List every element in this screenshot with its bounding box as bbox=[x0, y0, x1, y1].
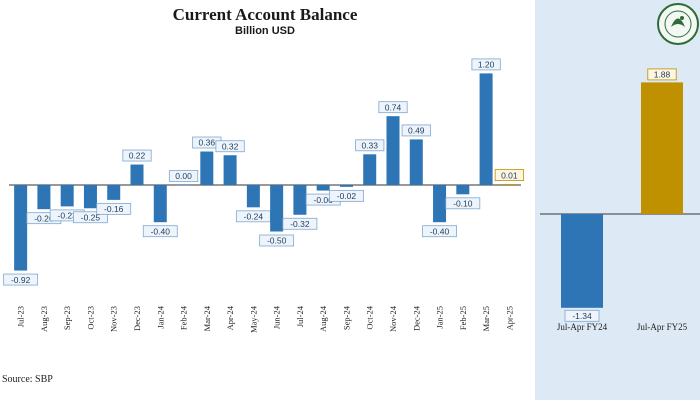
data-label-Apr-25-box bbox=[494, 169, 524, 181]
summary-data-label-fy25: 1.88 bbox=[654, 70, 671, 80]
bar-Feb-24 bbox=[177, 185, 191, 186]
data-label-Oct-23: -0.25 bbox=[81, 212, 101, 222]
summary-bar-fy24 bbox=[561, 214, 603, 308]
bar-Dec-23 bbox=[130, 164, 144, 185]
tick-label-Mar-24: Mar-24 bbox=[202, 305, 212, 331]
data-label-Mar-24: 0.36 bbox=[199, 138, 216, 148]
data-label-Sep-23: -0.23 bbox=[57, 211, 77, 221]
data-label-May-24: -0.24 bbox=[244, 212, 264, 222]
data-label-Jan-24-box bbox=[142, 225, 178, 238]
bar-Apr-25 bbox=[502, 184, 516, 185]
data-label-Jun-24-box bbox=[259, 234, 295, 247]
summary-data-label-fy24: -1.34 bbox=[572, 311, 592, 321]
data-label-Feb-25-box bbox=[445, 197, 481, 210]
bar-Aug-24 bbox=[316, 185, 330, 191]
data-label-Feb-24: 0.00 bbox=[175, 171, 192, 181]
tick-label-Aug-23: Aug-23 bbox=[39, 306, 49, 332]
data-label-Aug-24: -0.06 bbox=[313, 195, 333, 205]
bar-Sep-24 bbox=[339, 185, 353, 187]
data-label-Dec-23-box bbox=[122, 149, 152, 162]
bar-Sep-23 bbox=[60, 185, 74, 207]
data-label-Dec-24-box bbox=[401, 124, 431, 137]
chart-title: Current Account Balance bbox=[172, 5, 358, 24]
data-label-Nov-23: -0.16 bbox=[104, 204, 124, 214]
bar-Oct-24 bbox=[363, 154, 377, 185]
tick-label-Jun-24: Jun-24 bbox=[272, 305, 282, 329]
data-label-Aug-23: -0.26 bbox=[34, 213, 54, 223]
bar-Aug-23 bbox=[37, 185, 51, 210]
bar-Jul-24 bbox=[293, 185, 307, 215]
data-label-Jul-23: -0.92 bbox=[11, 275, 31, 285]
data-label-Mar-25-box bbox=[471, 58, 501, 71]
tick-label-Jul-23: Jul-23 bbox=[16, 306, 26, 327]
data-label-Sep-24: -0.02 bbox=[337, 191, 357, 201]
data-label-Apr-24: 0.32 bbox=[222, 141, 239, 151]
tick-label-Oct-23: Oct-23 bbox=[85, 306, 95, 330]
tick-label-Aug-24: Aug-24 bbox=[318, 305, 328, 332]
bar-Mar-25 bbox=[479, 73, 493, 185]
data-label-Jan-24: -0.40 bbox=[151, 226, 171, 236]
source-note: Source: SBP bbox=[2, 374, 53, 385]
summary-bar-fy25 bbox=[641, 82, 683, 215]
data-label-Apr-25: 0.01 bbox=[501, 170, 518, 180]
summary-tick-label-fy24: Jul-Apr FY24 bbox=[557, 322, 608, 332]
bar-Mar-24 bbox=[200, 151, 214, 185]
bar-Jan-24 bbox=[153, 185, 167, 223]
tick-label-Oct-24: Oct-24 bbox=[365, 305, 375, 329]
data-label-Jul-23-box bbox=[3, 273, 39, 286]
bar-Jan-25 bbox=[433, 185, 447, 223]
tick-label-Mar-25: Mar-25 bbox=[481, 306, 491, 331]
data-label-Dec-24: 0.49 bbox=[408, 126, 425, 136]
bar-Oct-23 bbox=[83, 185, 97, 209]
data-label-Oct-24-box bbox=[355, 139, 385, 152]
tick-label-Feb-25: Feb-25 bbox=[458, 306, 468, 330]
bar-Feb-25 bbox=[456, 185, 470, 195]
data-label-Oct-24: 0.33 bbox=[361, 141, 378, 151]
tick-label-Nov-23: Nov-23 bbox=[109, 306, 119, 332]
tick-label-Sep-23: Sep-23 bbox=[62, 306, 72, 330]
summary-data-label-fy25-box bbox=[647, 68, 677, 81]
sbp-logo-icon bbox=[657, 3, 699, 45]
bar-Nov-23 bbox=[107, 185, 121, 200]
tick-label-Jan-24: Jan-24 bbox=[155, 305, 165, 328]
data-label-Feb-24-box bbox=[168, 170, 199, 182]
data-label-Jul-24: -0.32 bbox=[290, 219, 310, 229]
bar-Jul-23 bbox=[14, 185, 28, 271]
tick-label-Jul-24: Jul-24 bbox=[295, 305, 305, 327]
tick-label-May-24: May-24 bbox=[248, 305, 258, 333]
bar-Jun-24 bbox=[270, 185, 284, 232]
data-label-Mar-25: 1.20 bbox=[478, 60, 495, 70]
tick-label-Dec-24: Dec-24 bbox=[411, 305, 421, 331]
data-label-Nov-24-box bbox=[378, 101, 408, 114]
data-label-Nov-23-box bbox=[96, 202, 132, 215]
data-label-Jun-24: -0.50 bbox=[267, 236, 287, 246]
data-label-Apr-24-box bbox=[215, 140, 245, 153]
data-label-Jan-25-box bbox=[422, 225, 457, 238]
summary-tick-label-fy25: Jul-Apr FY25 bbox=[637, 322, 688, 332]
data-label-Oct-23-box bbox=[73, 211, 108, 224]
tick-label-Jan-25: Jan-25 bbox=[435, 306, 445, 329]
tick-label-Apr-24: Apr-24 bbox=[225, 305, 235, 330]
tick-label-Dec-23: Dec-23 bbox=[132, 306, 142, 331]
tick-label-Sep-24: Sep-24 bbox=[341, 305, 351, 330]
data-label-Sep-24-box bbox=[329, 189, 364, 202]
data-label-Feb-25: -0.10 bbox=[453, 199, 473, 209]
tick-label-Nov-24: Nov-24 bbox=[388, 305, 398, 332]
data-label-Jul-24-box bbox=[282, 217, 318, 230]
bar-Nov-24 bbox=[386, 116, 400, 185]
tick-label-Apr-25: Apr-25 bbox=[504, 306, 514, 330]
chart-subtitle: Billion USD bbox=[235, 25, 295, 37]
data-label-Jan-25: -0.40 bbox=[430, 226, 450, 236]
data-label-Nov-24: 0.74 bbox=[385, 102, 402, 112]
tick-label-Feb-24: Feb-24 bbox=[179, 305, 189, 330]
bar-Apr-24 bbox=[223, 155, 237, 185]
summary-data-label-fy24-box bbox=[564, 309, 600, 322]
bar-May-24 bbox=[246, 185, 260, 208]
bar-Dec-24 bbox=[409, 139, 423, 185]
data-label-Dec-23: 0.22 bbox=[129, 151, 146, 161]
